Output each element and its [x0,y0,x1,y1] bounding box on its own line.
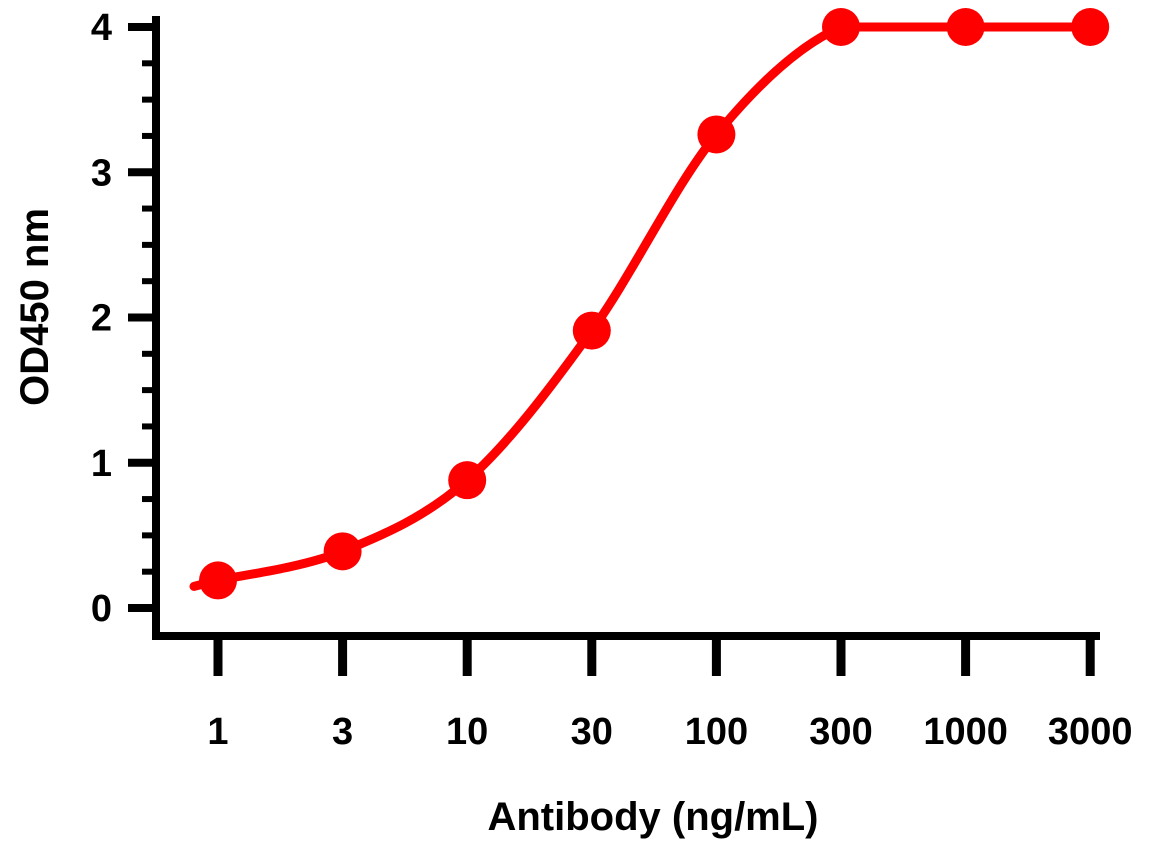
x-tick-label: 3 [332,711,353,753]
y-tick-label: 2 [91,298,112,340]
x-tick-label: 10 [446,711,488,753]
x-tick-label: 3000 [1048,711,1133,753]
data-point [199,561,237,600]
x-axis: 1 3 10 30 100 300 1000 3000 [152,632,1133,753]
y-axis: 0 1 2 3 4 [91,7,160,640]
data-point [572,311,611,350]
series-od450 [189,8,1110,600]
x-tick-label: 100 [685,711,748,753]
data-point [323,532,362,571]
data-point [697,115,736,154]
series-line [189,22,1095,591]
y-tick-label: 4 [91,7,112,49]
y-tick-label: 3 [91,152,112,194]
data-point [822,8,860,46]
y-tick-label: 1 [91,443,112,485]
y-tick-label: 0 [91,588,112,630]
y-axis-title: OD450 nm [13,208,57,406]
x-tick-label: 30 [571,711,613,753]
data-point [946,8,985,46]
x-tick-label: 1000 [923,711,1008,753]
x-tick-label: 300 [809,711,872,753]
x-tick-label: 1 [207,711,228,753]
data-point [448,461,487,500]
data-point [1071,8,1110,46]
x-axis-title: Antibody (ng/mL) [487,795,818,839]
